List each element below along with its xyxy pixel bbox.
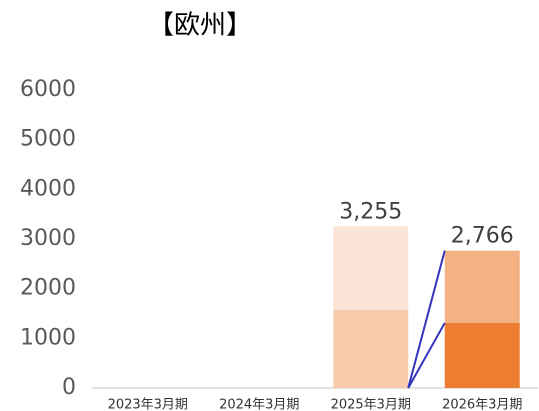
x-tick-label: 2023年3月期 bbox=[108, 398, 188, 411]
total-label: 3,255 bbox=[339, 199, 402, 224]
y-tick-label: 3000 bbox=[20, 226, 76, 251]
bar-segment bbox=[444, 250, 520, 323]
x-tick-label: 2025年3月期 bbox=[331, 398, 411, 411]
y-tick-label: 4000 bbox=[20, 176, 76, 201]
total-label: 2,766 bbox=[451, 224, 514, 249]
y-tick-label: 1000 bbox=[20, 325, 76, 350]
bar-segment bbox=[333, 310, 409, 388]
y-tick-label: 2000 bbox=[20, 276, 76, 301]
x-tick-label: 2026年3月期 bbox=[442, 398, 522, 411]
y-tick-label: 0 bbox=[62, 375, 76, 400]
bar-segment bbox=[333, 226, 409, 311]
y-tick-label: 6000 bbox=[20, 77, 76, 102]
y-tick-label: 5000 bbox=[20, 127, 76, 152]
x-tick-label: 2024年3月期 bbox=[219, 398, 299, 411]
chart-title: 【欧州】 bbox=[148, 11, 252, 41]
connector-line bbox=[407, 250, 446, 389]
bar-segment bbox=[444, 322, 520, 388]
connector-line bbox=[407, 322, 446, 389]
